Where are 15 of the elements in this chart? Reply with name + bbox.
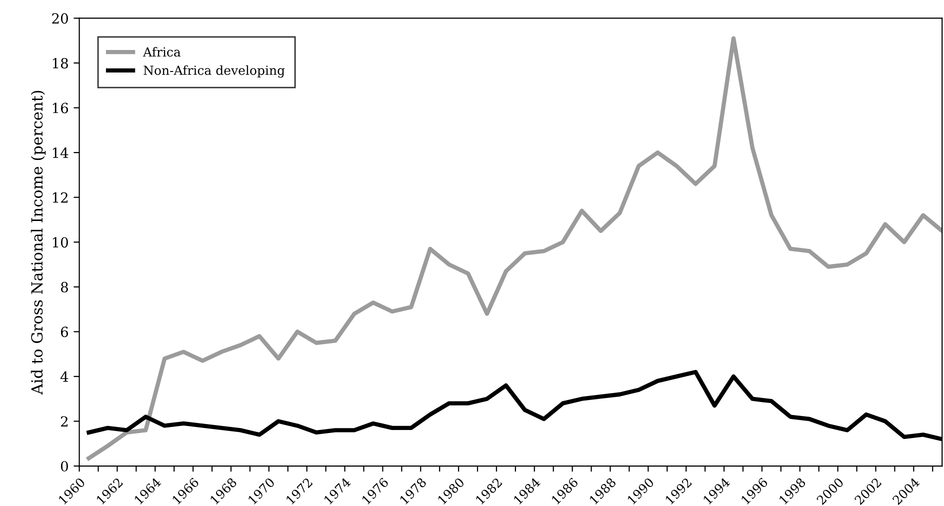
y-tick-label: 16 (52, 102, 68, 114)
y-tick-label: 6 (60, 326, 68, 338)
y-tick-label: 8 (60, 282, 68, 292)
y-tick-label: 4 (60, 371, 68, 382)
y-tick-label: 18 (52, 58, 68, 68)
y-tick-label: 0 (60, 460, 68, 472)
legend-label: Non-Africa developing (144, 65, 285, 78)
y-tick-label: 10 (52, 237, 68, 248)
legend-label: Africa (142, 46, 181, 57)
y-tick-label: 12 (52, 192, 68, 203)
line-series (86, 36, 942, 460)
y-tick-label: 2 (60, 416, 68, 427)
y-tick-label: 14 (52, 148, 68, 158)
y-axis-title: Aid to Gross National Income (percent) (30, 90, 46, 395)
y-tick-label: 20 (52, 13, 68, 24)
